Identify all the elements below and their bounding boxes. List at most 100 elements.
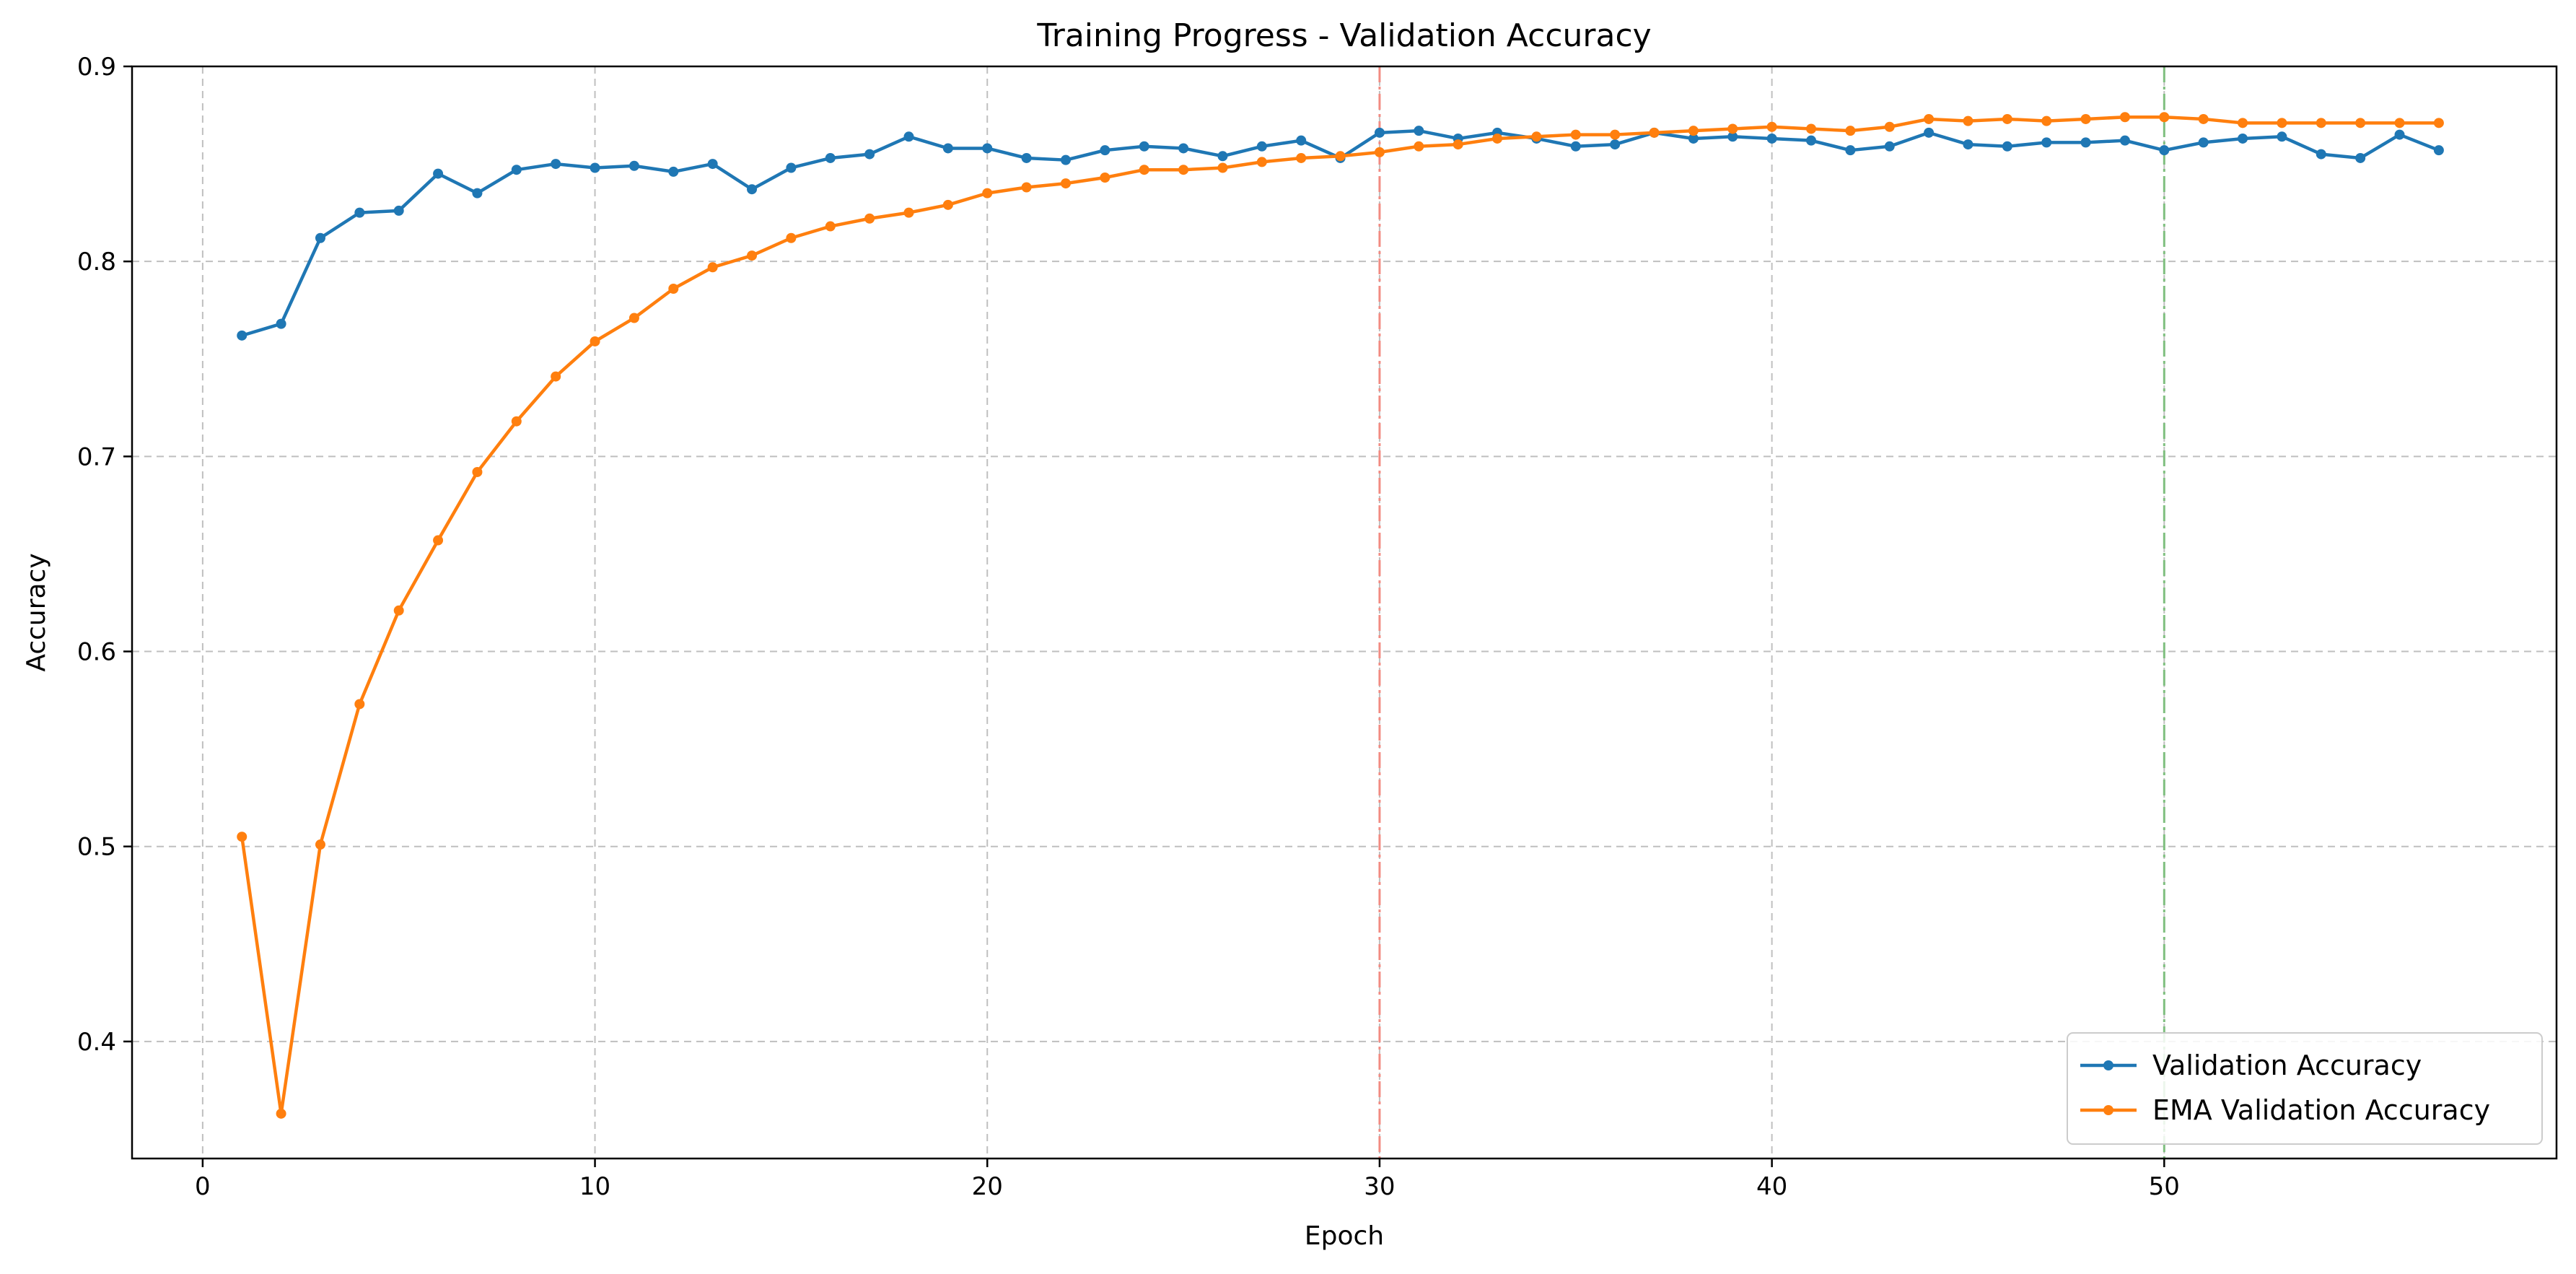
data-point bbox=[1766, 133, 1777, 144]
data-point bbox=[511, 165, 522, 175]
data-point bbox=[2041, 115, 2052, 126]
data-point bbox=[551, 159, 561, 170]
plot-frame bbox=[131, 65, 2558, 1160]
data-point bbox=[433, 535, 444, 546]
data-point bbox=[825, 221, 836, 232]
data-point bbox=[1531, 131, 1542, 142]
data-point bbox=[393, 605, 404, 616]
data-point bbox=[2119, 135, 2130, 146]
data-point bbox=[747, 250, 758, 261]
data-point bbox=[590, 336, 600, 346]
data-point bbox=[1610, 129, 1621, 140]
data-point bbox=[747, 184, 758, 195]
y-tick-label: 0.6 bbox=[77, 638, 116, 667]
data-point bbox=[590, 162, 600, 173]
data-point bbox=[1805, 135, 1816, 146]
y-tick-label: 0.7 bbox=[77, 442, 116, 471]
data-point bbox=[354, 207, 365, 218]
data-point bbox=[942, 143, 953, 154]
data-point bbox=[2238, 133, 2248, 144]
marker-lines bbox=[1378, 66, 2165, 1159]
series-layer bbox=[237, 112, 2444, 1119]
legend: Validation Accuracy EMA Validation Accura… bbox=[2067, 1032, 2543, 1145]
data-point bbox=[1570, 141, 1581, 152]
data-point bbox=[393, 205, 404, 216]
data-point bbox=[2355, 118, 2366, 128]
data-point bbox=[2198, 113, 2209, 124]
data-point bbox=[1649, 127, 1660, 138]
data-point bbox=[551, 371, 561, 382]
data-point bbox=[1217, 151, 1228, 162]
data-point bbox=[2041, 137, 2052, 148]
data-point bbox=[2316, 149, 2326, 160]
ticks: 0 10 20 30 40 50 0.4 0.5 0.6 0.7 0.8 0.9 bbox=[77, 53, 2180, 1201]
data-point bbox=[2394, 129, 2405, 140]
y-tick-label: 0.8 bbox=[77, 248, 116, 276]
data-point bbox=[1924, 127, 1935, 138]
x-tick-label: 50 bbox=[2149, 1172, 2180, 1201]
data-point bbox=[786, 162, 797, 173]
data-point bbox=[1060, 178, 1071, 189]
y-tick-label: 0.9 bbox=[77, 53, 116, 82]
x-tick-label: 20 bbox=[972, 1172, 1003, 1201]
data-point bbox=[1374, 127, 1385, 138]
data-point bbox=[2355, 152, 2366, 163]
data-point bbox=[237, 832, 247, 842]
data-point bbox=[982, 188, 993, 198]
legend-label: EMA Validation Accuracy bbox=[2152, 1094, 2490, 1126]
x-tick-label: 30 bbox=[1364, 1172, 1395, 1201]
data-point bbox=[2198, 137, 2209, 148]
data-point bbox=[1766, 121, 1777, 132]
data-point bbox=[276, 318, 286, 329]
data-point bbox=[2080, 113, 2091, 124]
data-point bbox=[1688, 126, 1699, 136]
data-point bbox=[1296, 135, 1307, 146]
x-axis-label: Epoch bbox=[1305, 1221, 1384, 1251]
legend-label: Validation Accuracy bbox=[2152, 1050, 2422, 1081]
data-point bbox=[433, 168, 444, 179]
data-point bbox=[1021, 152, 1032, 163]
data-point bbox=[1414, 126, 1424, 136]
chart-title: Training Progress - Validation Accuracy bbox=[1036, 17, 1651, 54]
data-point bbox=[668, 166, 679, 177]
data-point bbox=[315, 232, 325, 243]
data-point bbox=[1453, 139, 1463, 150]
legend-item: Validation Accuracy bbox=[2080, 1050, 2422, 1081]
legend-item: EMA Validation Accuracy bbox=[2080, 1094, 2490, 1126]
data-point bbox=[707, 262, 718, 273]
series-1 bbox=[237, 112, 2444, 1119]
data-point bbox=[1727, 123, 1738, 134]
data-point bbox=[1178, 143, 1189, 154]
data-point bbox=[786, 232, 797, 243]
data-point bbox=[2433, 118, 2444, 128]
data-point bbox=[1100, 145, 1110, 156]
data-point bbox=[237, 330, 247, 341]
data-point bbox=[942, 199, 953, 210]
data-point bbox=[825, 152, 836, 163]
legend-marker bbox=[2103, 1105, 2113, 1115]
data-point bbox=[1374, 147, 1385, 157]
data-point bbox=[1217, 162, 1228, 173]
data-point bbox=[2433, 145, 2444, 156]
data-point bbox=[1139, 165, 1149, 175]
data-point bbox=[2238, 118, 2248, 128]
data-point bbox=[1884, 121, 1895, 132]
data-point bbox=[354, 699, 365, 710]
data-point bbox=[472, 466, 483, 477]
data-point bbox=[628, 313, 639, 323]
data-point bbox=[472, 188, 483, 198]
data-point bbox=[1100, 173, 1110, 183]
data-point bbox=[2119, 112, 2130, 123]
data-point bbox=[668, 284, 679, 294]
data-point bbox=[1727, 131, 1738, 142]
data-point bbox=[2002, 113, 2012, 124]
data-point bbox=[903, 131, 914, 142]
data-point bbox=[2316, 118, 2326, 128]
data-point bbox=[628, 160, 639, 171]
y-tick-label: 0.4 bbox=[77, 1028, 116, 1057]
data-point bbox=[276, 1108, 286, 1119]
x-tick-label: 10 bbox=[579, 1172, 610, 1201]
data-point bbox=[1335, 151, 1346, 162]
data-point bbox=[1688, 133, 1699, 144]
data-point bbox=[2159, 112, 2170, 123]
